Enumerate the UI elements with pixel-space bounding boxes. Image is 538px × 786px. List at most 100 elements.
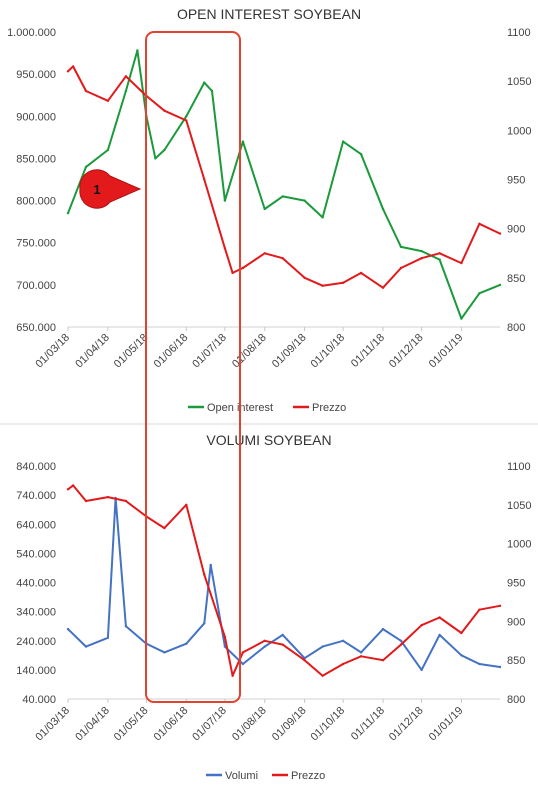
data-point <box>106 99 110 103</box>
data-point <box>223 247 227 250</box>
legend-entry: Prezzo <box>291 770 325 782</box>
y-right-tick-label: 800 <box>507 694 525 706</box>
data-point <box>381 627 385 631</box>
data-point <box>498 283 502 287</box>
data-point <box>281 195 284 198</box>
data-point <box>203 81 206 84</box>
data-point <box>231 674 234 677</box>
data-point <box>478 222 481 225</box>
y-left-tick-label: 900.000 <box>16 111 56 123</box>
x-tick-label: 01/12/18 <box>387 705 426 744</box>
chart-title: VOLUMI SOYBEAN <box>206 432 331 448</box>
y-left-tick-label: 40.000 <box>22 694 56 706</box>
y-left-tick-label: 700.000 <box>16 280 56 292</box>
legend: Volumi Prezzo <box>206 770 325 782</box>
annotation-marker: 1 <box>79 169 142 209</box>
data-point <box>84 499 88 503</box>
data-point <box>420 249 423 253</box>
y-right-tick-label: 900 <box>507 224 525 236</box>
x-tick-label: 01/11/18 <box>349 332 387 370</box>
volumi-chart: VOLUMI SOYBEAN 840.000 740.000 640.000 540.… <box>16 432 531 782</box>
data-point <box>341 639 345 642</box>
y-left-tick-label: 840.000 <box>16 461 56 473</box>
y-left-tick-label: 740.000 <box>16 490 56 502</box>
data-point <box>263 639 266 642</box>
y-left-tick-label: 540.000 <box>16 548 56 560</box>
data-point <box>281 633 284 637</box>
y-right-tick-label: 900 <box>507 616 525 628</box>
data-point <box>124 625 128 628</box>
y-left-tick-label: 800.000 <box>16 196 56 208</box>
data-point <box>185 642 188 645</box>
x-tick-label: 01/09/18 <box>270 705 309 744</box>
data-point <box>223 199 227 202</box>
y-left-tick-label: 950.000 <box>16 69 56 81</box>
x-tick-label: 01/05/18 <box>112 705 151 744</box>
x-tick-label: 01/01/19 <box>427 332 466 371</box>
x-tick-label: 01/07/18 <box>190 332 229 371</box>
x-tick-label: 01/09/18 <box>270 332 309 371</box>
y-left-tick-label: 1.000.000 <box>7 27 56 39</box>
data-point <box>231 271 234 275</box>
data-point <box>106 495 110 499</box>
x-tick-label: 01/08/18 <box>230 705 269 744</box>
open-interest-series-line <box>67 49 501 320</box>
x-tick-label: 01/10/18 <box>308 705 347 744</box>
y-right-tick-label: 1050 <box>507 76 531 88</box>
x-tick-label: 01/06/18 <box>152 332 191 371</box>
data-point <box>381 286 385 289</box>
chart-title: OPEN INTEREST SOYBEAN <box>177 6 361 22</box>
y-right-tick-label: 1000 <box>507 539 531 551</box>
data-point <box>303 659 306 662</box>
data-point <box>420 257 423 260</box>
data-point <box>209 563 212 567</box>
data-point <box>163 109 166 112</box>
x-tick-label: 01/08/18 <box>230 332 269 371</box>
annotation-label: 1 <box>93 182 100 197</box>
y-left-axis: 840.000 740.000 640.000 540.000 440.000 340.0… <box>16 461 56 706</box>
data-point <box>263 645 266 648</box>
data-point <box>420 668 423 672</box>
data-point <box>460 631 463 635</box>
data-point <box>399 639 403 642</box>
data-point <box>203 573 206 576</box>
data-point <box>71 65 75 68</box>
data-point <box>478 292 481 295</box>
data-point <box>321 645 324 648</box>
x-tick-label: 01/04/18 <box>73 332 112 371</box>
data-point <box>66 70 70 73</box>
data-point <box>460 261 463 265</box>
y-right-tick-label: 1100 <box>507 27 531 39</box>
y-left-tick-label: 850.000 <box>16 153 56 165</box>
y-left-tick-label: 650.000 <box>16 322 56 334</box>
data-point <box>106 636 110 639</box>
y-right-tick-label: 850 <box>507 273 525 285</box>
data-point <box>210 89 214 93</box>
data-point <box>359 271 363 275</box>
data-point <box>84 89 88 93</box>
data-point <box>185 115 188 118</box>
data-point <box>66 212 70 215</box>
data-point <box>71 484 75 487</box>
data-point <box>341 281 345 284</box>
x-tick-label: 01/04/18 <box>73 705 112 744</box>
data-point <box>420 624 423 627</box>
y-right-tick-label: 850 <box>507 655 525 667</box>
data-point <box>438 616 441 619</box>
y-left-tick-label: 440.000 <box>16 578 56 590</box>
y-right-axis: 1100 1050 1000 950 900 850 800 <box>507 461 531 706</box>
data-point <box>341 140 345 143</box>
data-point <box>438 633 441 637</box>
data-point <box>321 674 324 677</box>
y-left-tick-label: 640.000 <box>16 519 56 531</box>
data-point <box>263 207 266 211</box>
x-tick-label: 01/07/18 <box>190 705 229 744</box>
data-point <box>303 199 306 202</box>
data-point <box>498 604 502 607</box>
data-point <box>124 75 128 78</box>
data-point <box>281 257 284 260</box>
data-point <box>66 627 70 631</box>
data-point <box>438 252 441 255</box>
